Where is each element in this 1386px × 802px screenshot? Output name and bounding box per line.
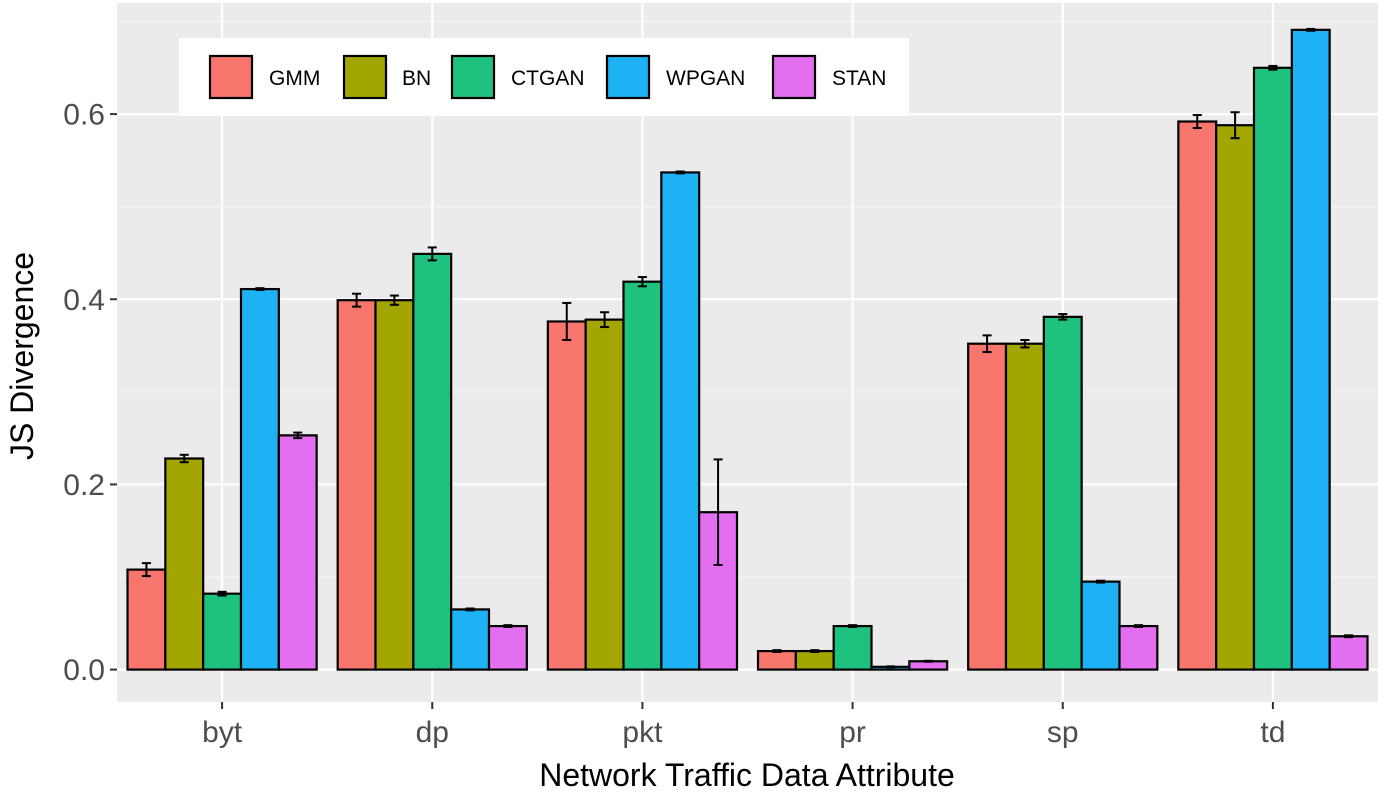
legend-label-stan: STAN	[832, 67, 886, 90]
x-axis-title: Network Traffic Data Attribute	[539, 757, 955, 793]
bar-stan-byt	[277, 434, 318, 671]
bar-bn-byt	[164, 457, 205, 671]
panel-background	[117, 3, 1378, 702]
x-tick-label: byt	[202, 716, 243, 749]
y-tick-label: 0.6	[63, 99, 105, 132]
legend-key-bn	[342, 54, 388, 100]
bar-ctgan-td	[1252, 66, 1293, 671]
legend-label-bn: BN	[402, 67, 431, 90]
bar-gmm-pr	[756, 649, 797, 671]
plot-panel	[117, 3, 1378, 702]
bar-bn-sp	[1004, 342, 1045, 671]
bar-ctgan-dp	[412, 252, 453, 671]
y-axis-title: JS Divergence	[4, 252, 40, 460]
legend-key-stan	[771, 54, 817, 100]
bar-stan-td	[1328, 635, 1369, 671]
y-tick-label: 0.0	[63, 654, 105, 687]
x-tick-label: pr	[839, 716, 866, 749]
bar-wpgan-sp	[1080, 580, 1121, 671]
legend-key-gmm	[208, 54, 254, 100]
legend-label-ctgan: CTGAN	[511, 67, 585, 90]
bar-ctgan-pkt	[622, 280, 663, 671]
bar-ctgan-pr	[832, 624, 873, 671]
bar-gmm-byt	[126, 568, 167, 671]
x-tick-label: pkt	[622, 716, 663, 749]
bar-bn-td	[1215, 124, 1256, 671]
x-tick-label: dp	[416, 716, 449, 749]
bars	[126, 28, 1369, 671]
y-axis: 0.0 0.2 0.4 0.6	[63, 99, 117, 687]
bar-bn-pkt	[584, 318, 625, 671]
legend-label-wpgan: WPGAN	[666, 67, 745, 90]
bar-gmm-pkt	[546, 320, 587, 671]
y-tick-label: 0.2	[63, 469, 105, 502]
bar-wpgan-pkt	[660, 171, 701, 671]
error-bars	[141, 27, 1354, 669]
bar-gmm-td	[1177, 120, 1218, 671]
bar-stan-sp	[1118, 624, 1159, 671]
bar-gmm-dp	[336, 299, 377, 671]
x-tick-label: td	[1260, 716, 1285, 749]
bar-stan-dp	[487, 624, 528, 671]
legend-key-wpgan	[605, 54, 651, 100]
legend-key-ctgan	[450, 54, 496, 100]
bar-ctgan-sp	[1042, 315, 1083, 671]
bar-wpgan-td	[1290, 28, 1331, 671]
legend-label-gmm: GMM	[269, 67, 320, 90]
x-tick-label: sp	[1047, 716, 1079, 749]
bar-ctgan-byt	[202, 592, 243, 671]
legend: GMM BN CTGAN WPGAN STAN	[179, 38, 909, 116]
bar-bn-pr	[794, 649, 835, 671]
bar-gmm-sp	[967, 342, 1008, 671]
bar-wpgan-dp	[450, 608, 491, 671]
bar-wpgan-byt	[239, 287, 280, 671]
y-tick-label: 0.4	[63, 284, 105, 317]
bar-bn-dp	[374, 299, 415, 671]
x-axis: byt dp pkt pr sp td	[202, 702, 1285, 749]
